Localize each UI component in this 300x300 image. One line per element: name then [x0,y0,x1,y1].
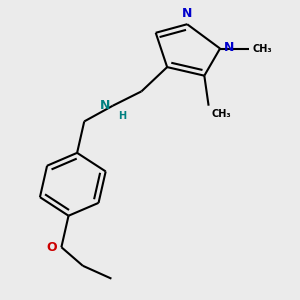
Text: N: N [100,99,111,112]
Text: N: N [224,40,234,54]
Text: CH₃: CH₃ [212,109,231,118]
Text: O: O [46,241,57,254]
Text: CH₃: CH₃ [252,44,272,53]
Text: N: N [182,7,192,20]
Text: H: H [118,111,127,121]
